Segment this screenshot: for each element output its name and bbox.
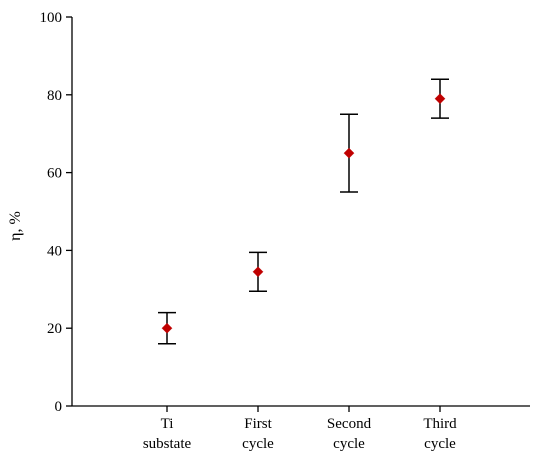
x-category-label: First cycle bbox=[242, 416, 274, 452]
x-category-label: Ti substate bbox=[143, 416, 192, 452]
data-point bbox=[161, 322, 173, 334]
y-tick-label: 40 bbox=[47, 243, 62, 259]
x-category-label: Second cycle bbox=[327, 416, 372, 452]
data-point bbox=[343, 147, 355, 159]
y-tick-label: 100 bbox=[40, 10, 63, 26]
y-tick-label: 60 bbox=[47, 166, 62, 182]
axes: 0 20 40 60 80 100 Ti substate First cycle Second cy… bbox=[40, 10, 530, 452]
y-axis-label: η, % bbox=[7, 211, 24, 241]
y-tick-label: 80 bbox=[47, 88, 62, 104]
data-point bbox=[434, 93, 446, 105]
data-marks bbox=[158, 78, 449, 345]
x-category-label: Third cycle bbox=[423, 416, 457, 452]
data-point bbox=[252, 266, 264, 278]
y-tick-label: 0 bbox=[55, 399, 63, 415]
y-tick-label: 20 bbox=[47, 321, 62, 337]
